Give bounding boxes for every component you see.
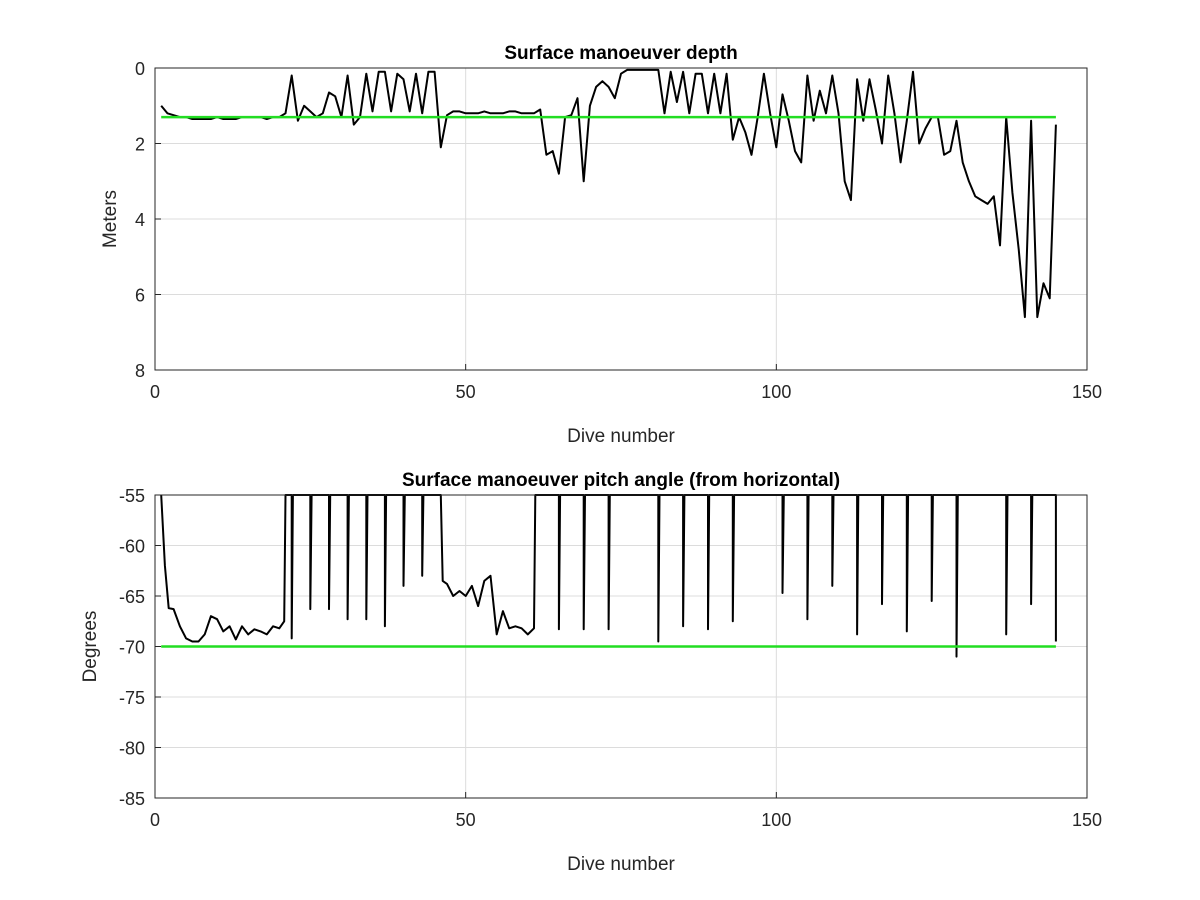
- x-tick-label: 150: [1072, 810, 1102, 830]
- y-tick-label: -60: [119, 537, 145, 557]
- depth-plot-axes: [154, 67, 1088, 371]
- y-tick-label: -75: [119, 688, 145, 708]
- depth-plot-ticks: 0 50 100 150 0 2 4 6 8: [135, 59, 1102, 402]
- depth-plot-title: Surface manoeuver depth: [504, 43, 737, 64]
- x-tick-label: 100: [761, 810, 791, 830]
- x-tick-label: 0: [150, 382, 160, 402]
- x-tick-label: 50: [456, 810, 476, 830]
- depth-plot-xlabel: Dive number: [567, 426, 675, 447]
- pitch-plot-title: Surface manoeuver pitch angle (from hori…: [402, 470, 840, 491]
- y-tick-label: 8: [135, 361, 145, 381]
- y-tick-label: 0: [135, 59, 145, 79]
- y-tick-label: -80: [119, 739, 145, 759]
- x-tick-label: 150: [1072, 382, 1102, 402]
- pitch-plot-axes: [154, 494, 1088, 799]
- y-tick-label: 4: [135, 210, 145, 230]
- y-tick-label: -70: [119, 638, 145, 658]
- x-tick-label: 0: [150, 810, 160, 830]
- pitch-plot-ticks: 0 50 100 150 -55 -60 -65 -70 -75 -80 -85: [119, 486, 1102, 830]
- y-tick-label: -85: [119, 789, 145, 809]
- x-tick-label: 50: [456, 382, 476, 402]
- y-tick-label: 2: [135, 135, 145, 155]
- data-series-line: [160, 68, 1057, 319]
- y-tick-label: -55: [119, 486, 145, 506]
- depth-plot-lines: [160, 68, 1057, 319]
- x-tick-label: 100: [761, 382, 791, 402]
- pitch-plot-xlabel: Dive number: [567, 854, 675, 875]
- pitch-plot-ylabel: Degrees: [80, 611, 101, 683]
- depth-plot-ylabel: Meters: [100, 190, 121, 248]
- pitch-plot: 0 50 100 150 -55 -60 -65 -70 -75 -80 -85 Surface m…: [80, 470, 1102, 875]
- depth-plot: 0 50 100 150 0 2 4 6 8 Surface manoeuver depth D…: [100, 43, 1102, 447]
- y-tick-label: 6: [135, 286, 145, 306]
- y-tick-label: -65: [119, 587, 145, 607]
